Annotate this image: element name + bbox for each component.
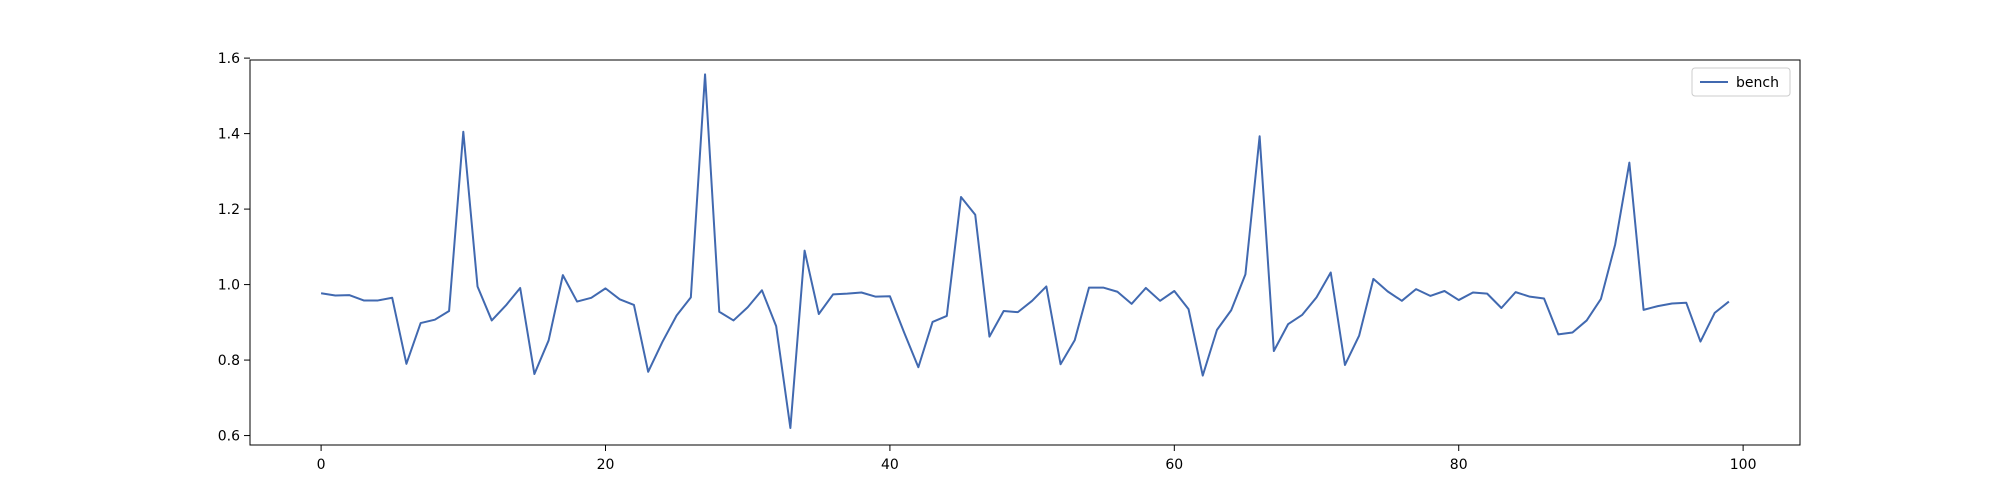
y-tick-label: 0.8 bbox=[218, 353, 240, 369]
x-tick-label: 80 bbox=[1450, 457, 1468, 473]
y-tick-label: 1.6 bbox=[218, 51, 240, 67]
y-tick-label: 1.4 bbox=[218, 127, 240, 143]
plot-frame bbox=[249, 59, 1801, 446]
series-layer bbox=[320, 73, 1730, 430]
x-tick-label: 60 bbox=[1165, 457, 1183, 473]
y-axis: 0.6 0.8 1.0 1.2 1.4 1.6 bbox=[218, 51, 250, 445]
x-axis: 0 20 40 60 80 100 bbox=[317, 445, 1757, 473]
x-tick-label: 0 bbox=[317, 457, 326, 473]
x-tick-label: 100 bbox=[1730, 457, 1757, 473]
series-line-bench bbox=[320, 73, 1730, 430]
legend-label-bench: bench bbox=[1736, 75, 1779, 91]
x-tick-label: 20 bbox=[597, 457, 615, 473]
y-tick-label: 1.0 bbox=[218, 278, 240, 294]
y-tick-label: 1.2 bbox=[218, 202, 240, 218]
legend-box bbox=[1691, 67, 1791, 97]
legend: bench bbox=[1691, 67, 1791, 97]
y-tick-label: 0.6 bbox=[218, 429, 240, 445]
x-tick-label: 40 bbox=[881, 457, 899, 473]
plot-area bbox=[249, 59, 1801, 446]
